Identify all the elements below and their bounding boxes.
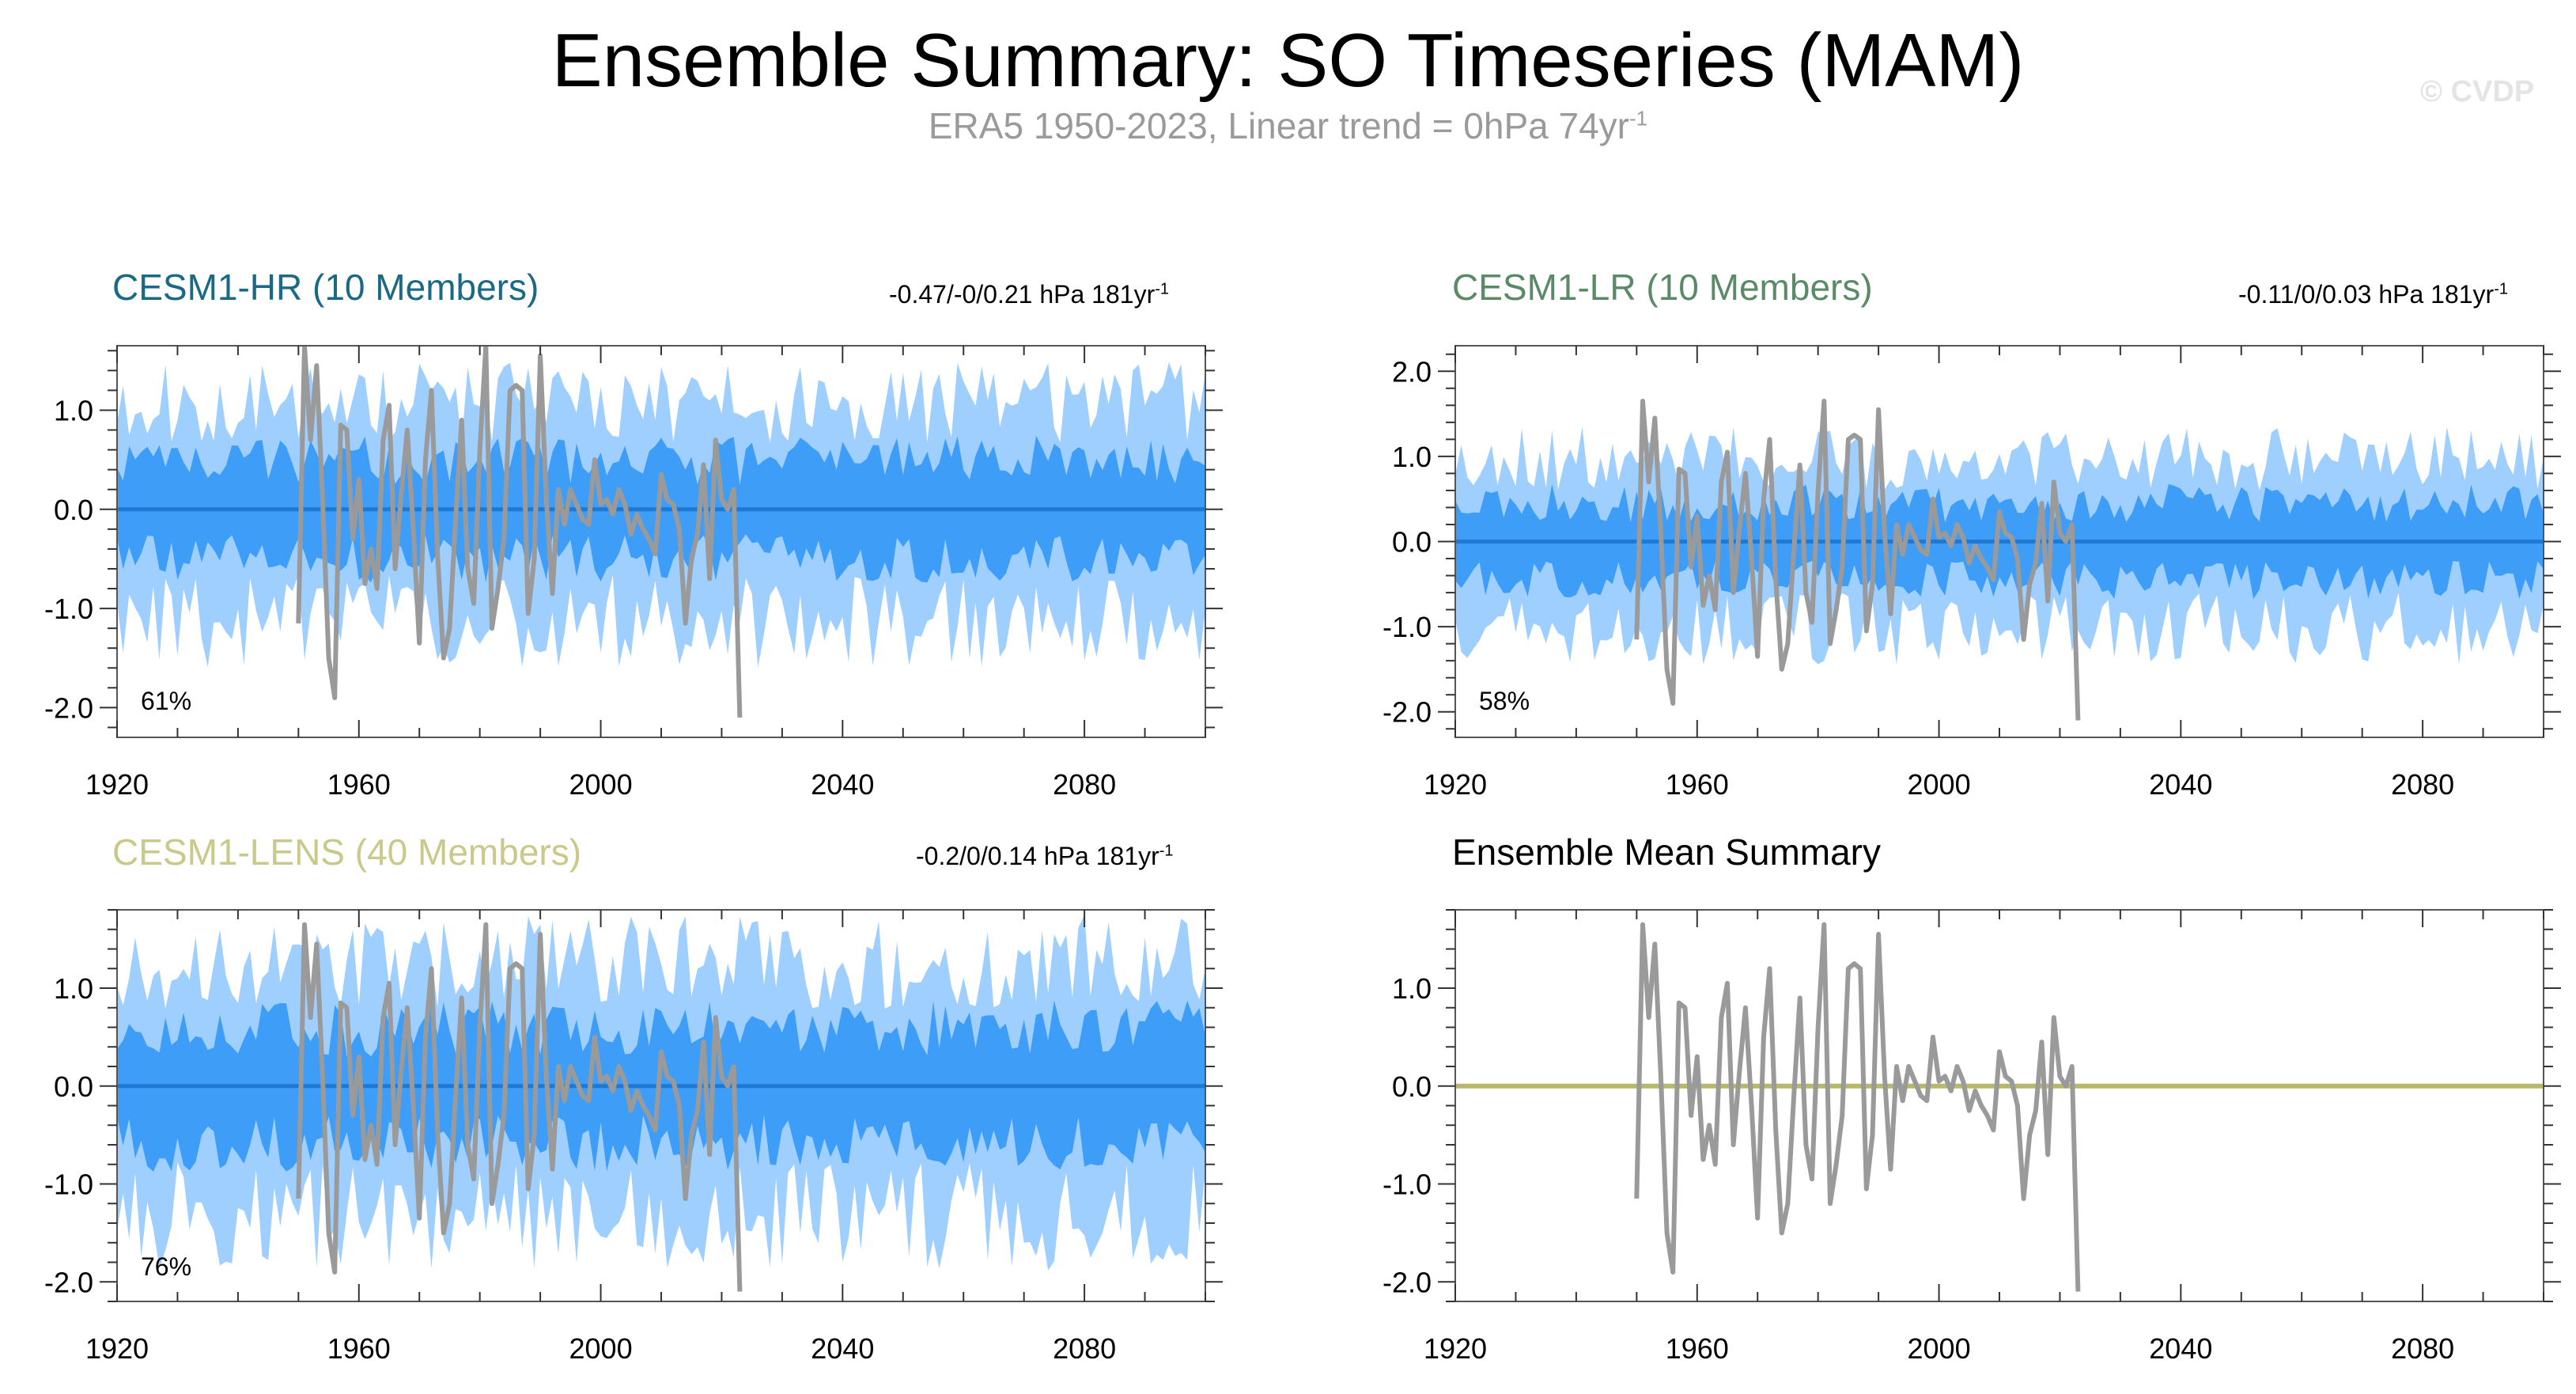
chart-summary: 1920 1960 2000 2040 2080 1.0 0.0 -1.0 -2.0	[1383, 909, 2561, 1365]
plot-area-hr	[117, 346, 1205, 718]
y-tick-label: 0.0	[1392, 526, 1432, 559]
y-tick-label: 1.0	[1392, 972, 1432, 1005]
panel-title-lens: CESM1-LENS (40 Members)	[112, 831, 582, 873]
panel-stat-hr-sup: -1	[1155, 280, 1170, 298]
panel-stat-lr-sup: -1	[2494, 280, 2508, 298]
panel-stat-lens-text: -0.2/0/0.14 hPa 181yr	[916, 842, 1159, 870]
x-tick-label: 2040	[2149, 1332, 2212, 1365]
y-tick-label: -1.0	[1383, 611, 1432, 643]
x-tick-label: 2080	[1053, 768, 1116, 801]
plot-area-lens	[117, 915, 1205, 1292]
y-tick-label: 2.0	[1392, 355, 1432, 388]
observations-line	[1634, 922, 2081, 1292]
panel-stat-hr: -0.47/-0/0.21 hPa 181yr-1	[889, 280, 1169, 309]
panel-stat-lens-sup: -1	[1159, 842, 1174, 860]
page-title: Ensemble Summary: SO Timeseries (MAM)	[551, 18, 2025, 103]
y-tick-label: -1.0	[1383, 1169, 1432, 1201]
percent-label: 61%	[141, 687, 191, 715]
panel-stat-lr-text: -0.11/0/0.03 hPa 181yr	[2238, 280, 2495, 309]
page-subtitle: ERA5 1950-2023, Linear trend = 0hPa 74yr…	[0, 104, 2576, 147]
x-tick-label: 1960	[1666, 1332, 1729, 1365]
x-tick-label: 1960	[327, 768, 391, 801]
x-tick-label: 1920	[85, 768, 149, 801]
y-tick-label: -2.0	[1383, 696, 1432, 729]
chart-lr: 1920 1960 2000 2040 2080 2.0 1.0 0.0 -1.0 -2.0 58%	[1383, 345, 2561, 801]
y-tick-label: 1.0	[54, 972, 93, 1005]
x-tick-label: 2040	[811, 1332, 874, 1365]
panel-title-summary: Ensemble Mean Summary	[1452, 831, 1881, 873]
observations-line	[296, 346, 743, 718]
x-tick-label: 1960	[327, 1332, 391, 1365]
plot-frame	[1454, 909, 2544, 1302]
y-tick-label: -2.0	[44, 1266, 93, 1298]
x-tick-label: 1920	[1424, 1332, 1487, 1365]
panel-stat-lens: -0.2/0/0.14 hPa 181yr-1	[916, 842, 1174, 871]
y-tick-label: 0.0	[1392, 1070, 1432, 1103]
subtitle-superscript: -1	[1628, 106, 1648, 131]
x-tick-label: 2080	[2391, 1332, 2454, 1365]
x-tick-label: 2080	[1053, 1332, 1116, 1365]
percent-label: 76%	[141, 1252, 191, 1281]
panel-stat-hr-text: -0.47/-0/0.21 hPa 181yr	[889, 280, 1156, 309]
y-tick-label: 1.0	[1392, 441, 1432, 473]
x-tick-label: 1960	[1666, 768, 1729, 801]
y-tick-label: -1.0	[44, 593, 93, 625]
x-tick-label: 2040	[811, 768, 874, 801]
chart-hr: 1920 1960 2000 2040 2080 1.0 0.0 -1.0 -2.0 61%	[44, 345, 1223, 801]
x-tick-label: 1920	[85, 1332, 149, 1365]
x-tick-label: 1920	[1424, 768, 1487, 801]
x-tick-label: 2000	[1908, 768, 1971, 801]
panel-title-lr: CESM1-LR (10 Members)	[1452, 267, 1873, 308]
y-tick-label: -2.0	[44, 691, 93, 724]
x-tick-label: 2000	[569, 1332, 633, 1365]
y-tick-label: -1.0	[44, 1169, 93, 1201]
chart-lens: 1920 1960 2000 2040 2080 1.0 0.0 -1.0 -2.0 76%	[44, 909, 1223, 1365]
y-tick-label: 1.0	[54, 394, 93, 426]
percent-label: 58%	[1479, 687, 1530, 715]
observations-line	[296, 922, 743, 1292]
y-tick-label: 0.0	[54, 1070, 93, 1103]
plot-area-summary	[1455, 922, 2544, 1292]
panel-title-hr: CESM1-HR (10 Members)	[112, 267, 539, 308]
x-tick-label: 2000	[569, 768, 633, 801]
x-tick-label: 2080	[2391, 768, 2454, 801]
panel-stat-lr: -0.11/0/0.03 hPa 181yr-1	[2238, 280, 2508, 309]
subtitle-text: ERA5 1950-2023, Linear trend = 0hPa 74yr	[928, 105, 1629, 146]
x-tick-label: 2040	[2149, 768, 2212, 801]
observations-line	[1634, 398, 2081, 721]
y-tick-label: 0.0	[54, 494, 93, 526]
plot-area-lr	[1455, 398, 2544, 721]
y-tick-label: -2.0	[1383, 1266, 1432, 1298]
cvdp-watermark: © CVDP	[2420, 75, 2535, 108]
x-tick-label: 2000	[1908, 1332, 1971, 1365]
